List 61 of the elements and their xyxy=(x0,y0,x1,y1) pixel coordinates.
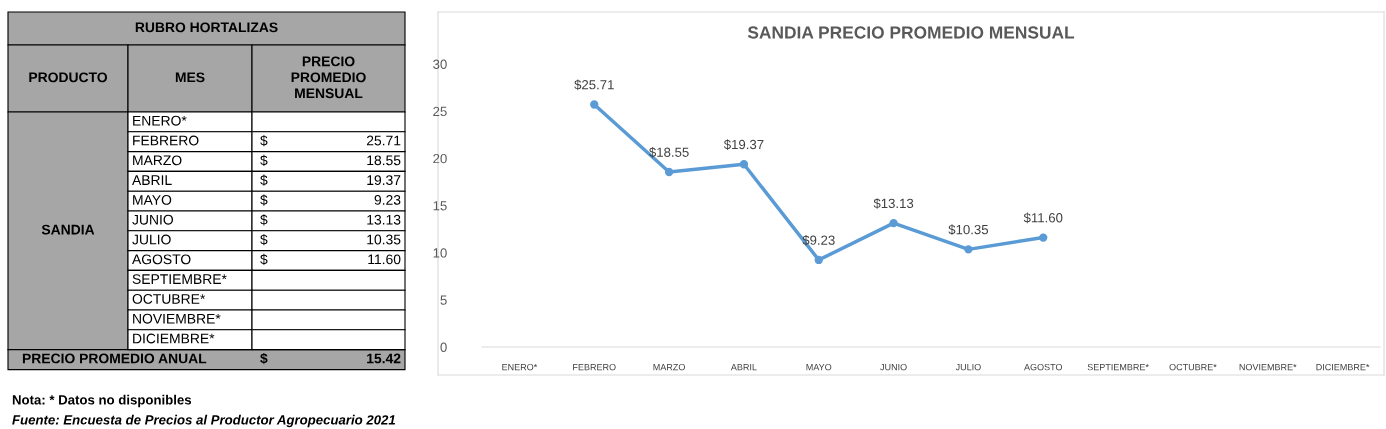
category-label: JULIO xyxy=(132,234,171,245)
data-label: $10.35 xyxy=(948,224,989,236)
data-label: $25.71 xyxy=(574,79,614,91)
x-tick-label: ABRIL xyxy=(730,364,757,371)
text: $ 9.23 xyxy=(260,194,401,206)
data-label: $11.60 xyxy=(1023,212,1063,224)
category-label: JUNIO xyxy=(132,214,173,225)
y-tick-label: 25 xyxy=(433,106,447,117)
point xyxy=(964,245,973,254)
y-tick-label: 20 xyxy=(433,153,447,164)
chart-title: SANDIA PRECIO PROMEDIO MENSUAL xyxy=(747,26,1075,39)
x-tick-label: AGOSTO xyxy=(1024,363,1063,371)
x-tick-label: SEPTIEMBRE* xyxy=(1087,363,1149,371)
category-label: FEBRERO xyxy=(133,135,199,146)
y-tick-label: 5 xyxy=(440,295,447,305)
point xyxy=(664,167,674,177)
x-tick-label: ENERO* xyxy=(502,363,538,371)
x-tick-label: NOVIEMBRE* xyxy=(1239,363,1297,371)
text: $ 18.55 xyxy=(260,154,401,167)
x-tick-label: OCTUBRE* xyxy=(1169,363,1217,371)
point xyxy=(889,218,898,228)
x-tick-label: MAYO xyxy=(806,363,832,371)
text: PRECIO PROMEDIO MENSUAL xyxy=(291,56,366,99)
category-label: SEPTIEMBRE* xyxy=(132,274,227,285)
x-tick-label: JUNIO xyxy=(880,363,907,371)
text: RUBRO HORTALIZAS xyxy=(135,22,278,33)
text: PRECIO PROMEDIO ANUAL xyxy=(22,353,207,364)
category-label: MAYO xyxy=(133,194,172,205)
y-tick-label: 10 xyxy=(433,248,447,258)
y-tick-label: 30 xyxy=(433,59,447,69)
text: $ 15.42 xyxy=(260,352,401,365)
source-note: Fuente: Encuesta de Precios al Productor Agropecuario 2021 xyxy=(12,414,396,428)
y-tick-label: 0 xyxy=(440,342,447,352)
x-tick-label: DICIEMBRE* xyxy=(1316,363,1370,371)
text: $ 25.71 xyxy=(260,135,401,147)
category-label: OCTUBRE* xyxy=(132,293,206,304)
data-label: $18.55 xyxy=(649,147,689,158)
category-label: DICIEMBRE* xyxy=(133,333,215,344)
point xyxy=(814,255,823,265)
data-label: $13.13 xyxy=(873,198,914,209)
text: PRODUCTO xyxy=(29,72,108,83)
x-tick-label: JULIO xyxy=(955,363,981,371)
text: Nota: * Datos no disponibles xyxy=(12,394,192,408)
category-label: NOVIEMBRE* xyxy=(133,313,221,324)
data-label: $19.37 xyxy=(723,139,764,150)
x-tick-label: FEBRERO xyxy=(573,363,616,371)
point xyxy=(1039,233,1048,242)
category-label: AGOSTO xyxy=(132,254,191,265)
text: $ 10.35 xyxy=(260,234,401,246)
category-label: ABRIL xyxy=(132,175,172,185)
x-tick-label: MARZO xyxy=(653,363,685,371)
y-tick-label: 15 xyxy=(433,201,447,211)
category-label: ENERO* xyxy=(133,115,187,126)
point xyxy=(590,100,599,109)
point xyxy=(739,160,749,169)
text: SANDIA xyxy=(41,224,95,235)
text: $ 13.13 xyxy=(260,214,401,226)
text: MES xyxy=(175,72,205,83)
text: $ 19.37 xyxy=(260,174,401,186)
text: $ 11.60 xyxy=(260,253,401,266)
category-label: MARZO xyxy=(133,155,182,166)
